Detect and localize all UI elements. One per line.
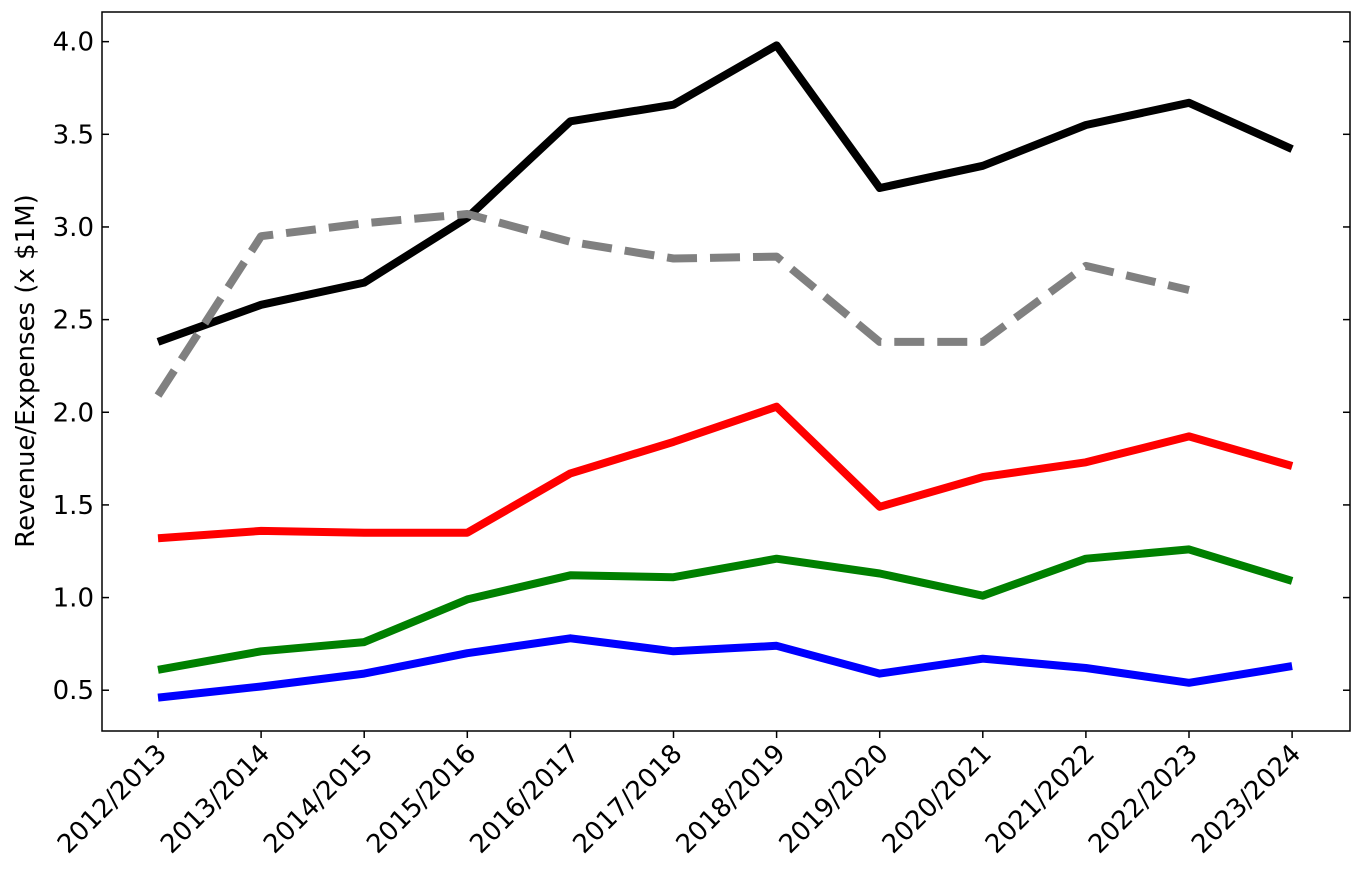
x-tick-label: 2013/2014 xyxy=(155,739,276,860)
y-tick-label: 1.5 xyxy=(53,491,94,521)
x-tick-label: 2016/2017 xyxy=(464,739,585,860)
y-axis-ticks: 0.5 1.0 1.5 2.0 2.5 3.0 3.5 4.0 xyxy=(53,28,1350,706)
series-line-2 xyxy=(154,210,1190,398)
y-tick-label: 2.5 xyxy=(53,306,94,336)
y-axis-label: Revenue/Expenses (x $1M) xyxy=(11,194,41,548)
series-line-5 xyxy=(157,634,1293,702)
series-line-1 xyxy=(156,41,1294,346)
x-axis-ticks: 2012/20132013/20142014/20152015/20162016… xyxy=(52,731,1307,860)
x-tick-label: 2019/2020 xyxy=(774,739,895,860)
series-line-3 xyxy=(157,402,1294,543)
x-tick-label: 2017/2018 xyxy=(567,739,688,860)
x-tick-label: 2020/2021 xyxy=(877,739,998,860)
y-tick-label: 1.0 xyxy=(53,584,94,614)
x-tick-label: 2015/2016 xyxy=(361,739,482,860)
y-tick-label: 2.0 xyxy=(53,398,94,428)
plot-frame xyxy=(101,11,1351,732)
series-layer xyxy=(154,41,1294,702)
x-tick-label: 2021/2022 xyxy=(980,739,1101,860)
y-tick-label: 3.0 xyxy=(53,213,94,243)
x-tick-label: 2023/2024 xyxy=(1186,739,1307,860)
x-tick-label: 2012/2013 xyxy=(52,739,173,860)
x-tick-label: 2014/2015 xyxy=(258,739,379,860)
y-tick-label: 4.0 xyxy=(53,28,94,58)
y-tick-label: 0.5 xyxy=(53,676,94,706)
x-tick-label: 2022/2023 xyxy=(1083,739,1204,860)
y-tick-label: 3.5 xyxy=(53,120,94,150)
x-tick-label: 2018/2019 xyxy=(671,739,792,860)
series-line-4 xyxy=(157,545,1294,674)
